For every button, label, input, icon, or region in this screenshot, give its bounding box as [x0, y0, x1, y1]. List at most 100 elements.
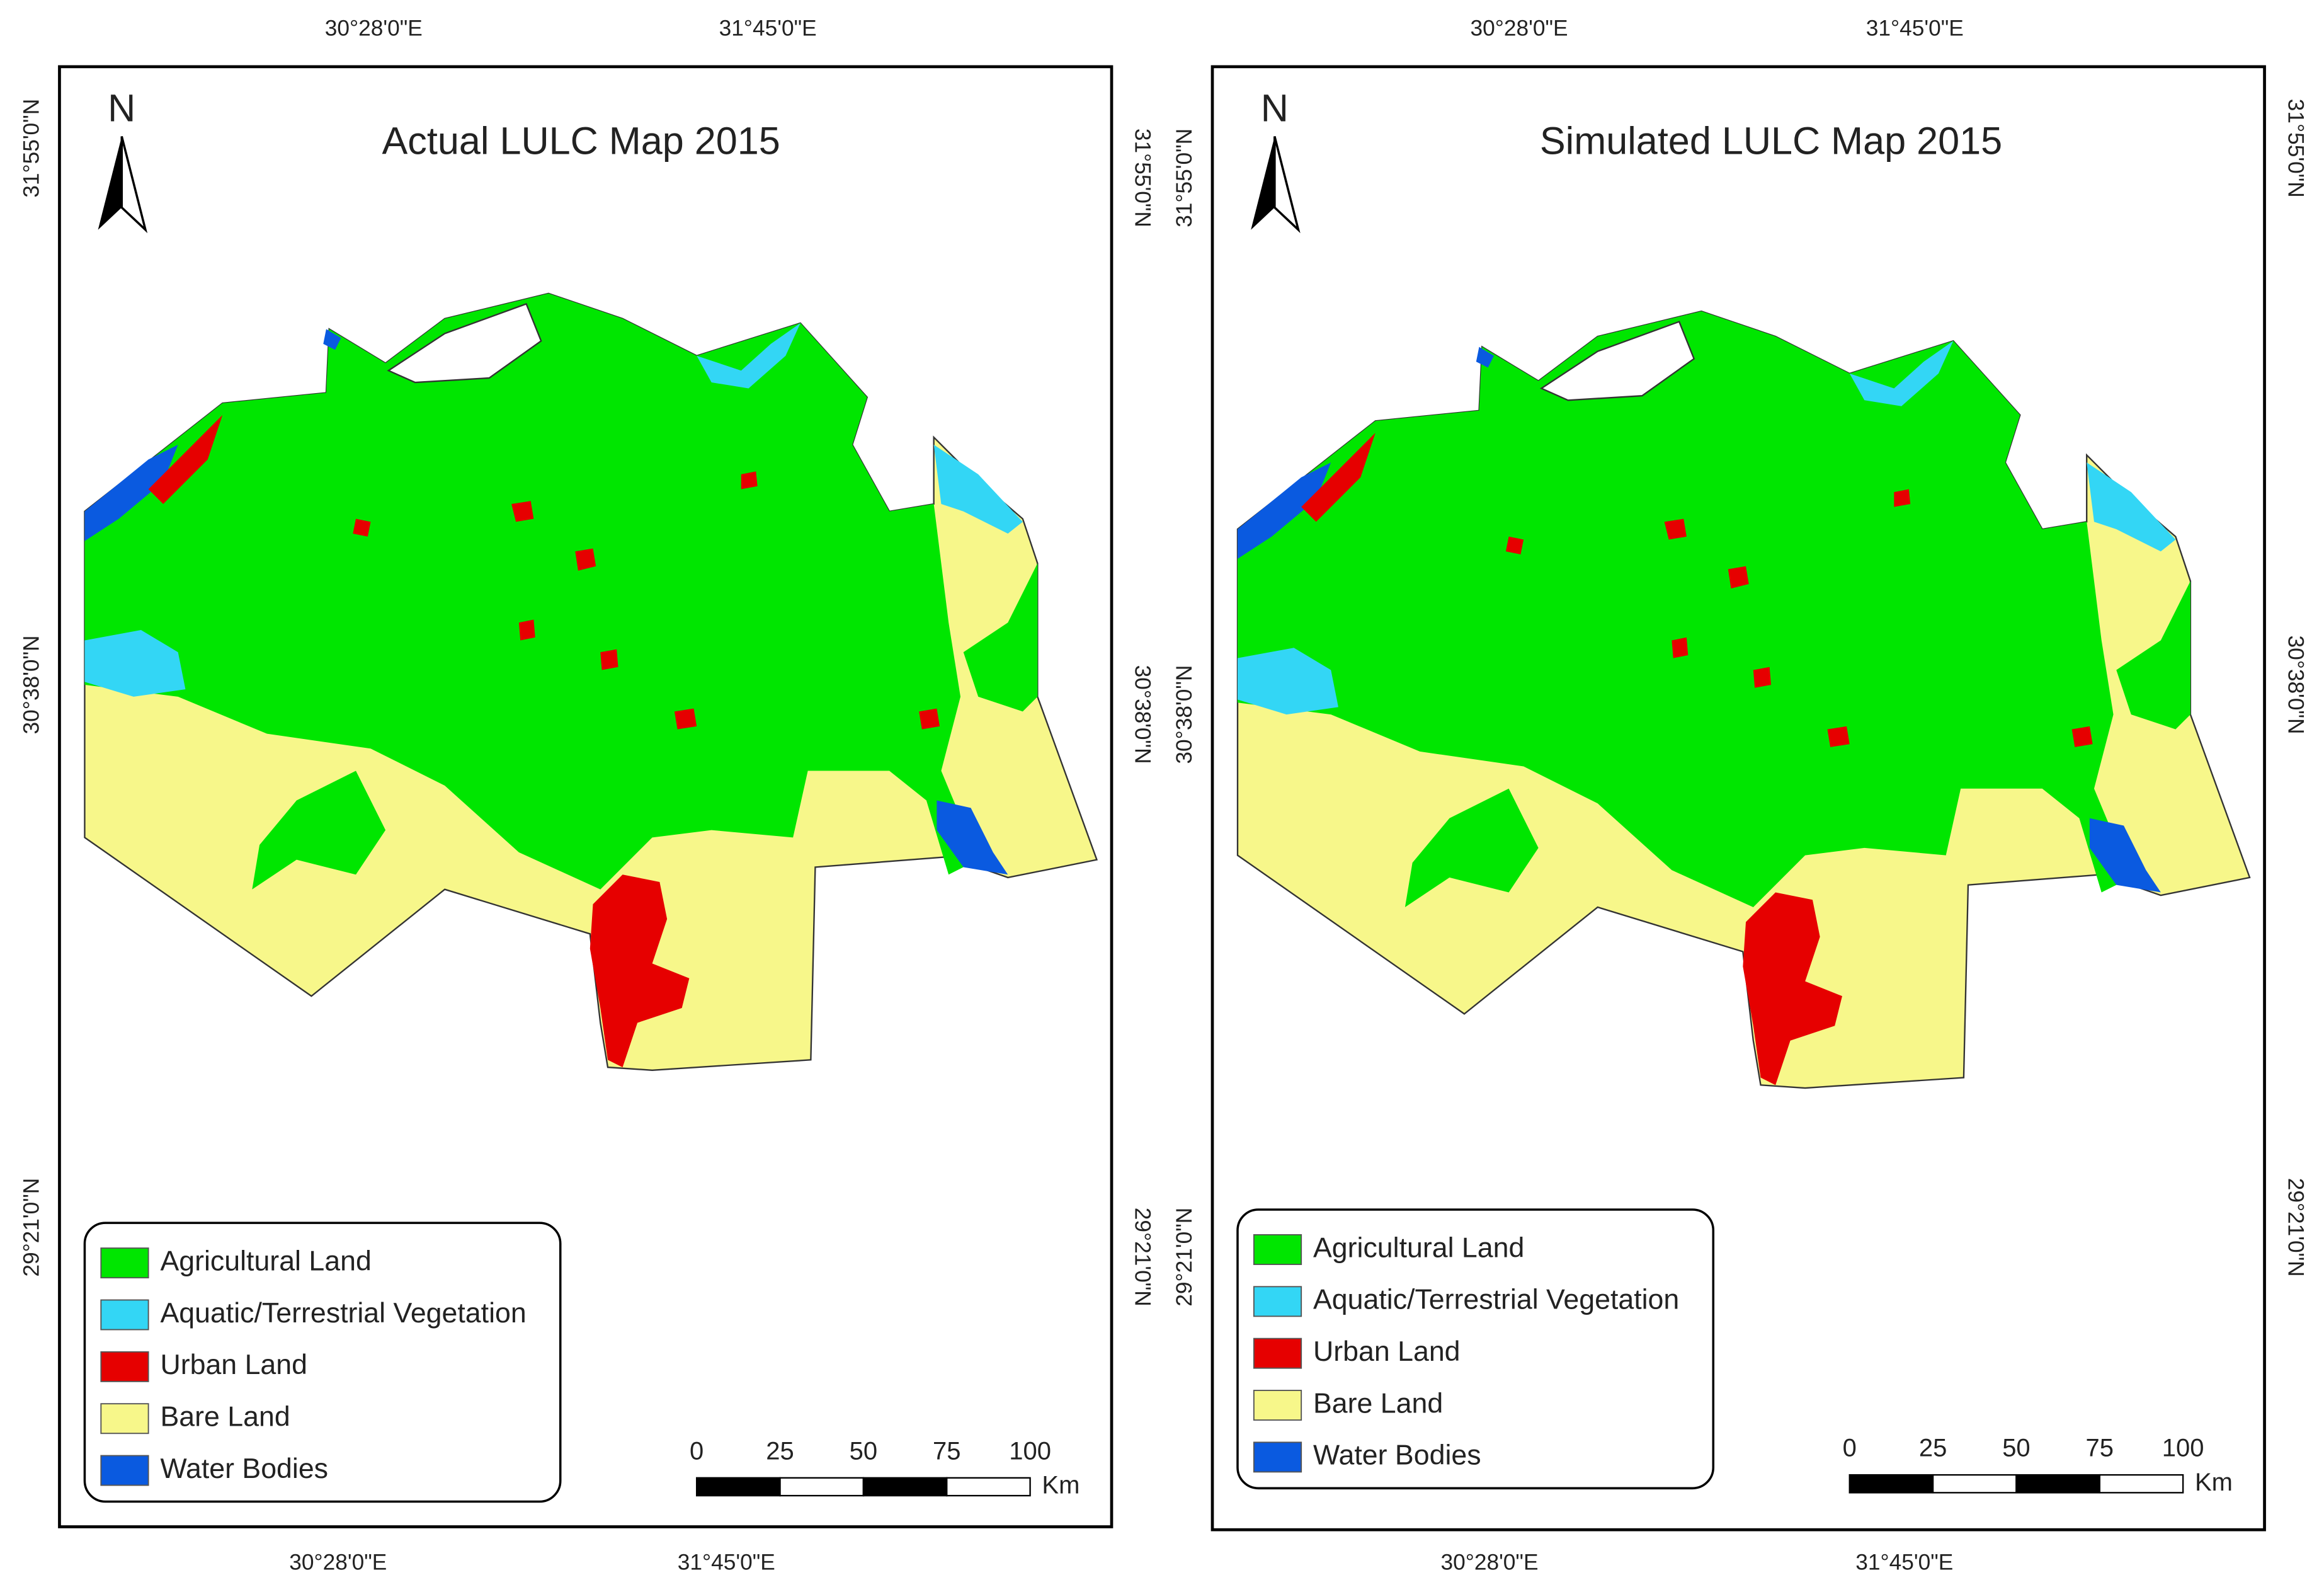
land-class — [741, 471, 758, 490]
legend-label: Water Bodies — [160, 1453, 328, 1484]
land-class — [1849, 341, 1954, 406]
scale-label: 75 — [933, 1437, 960, 1465]
coord-label: 31°45'0"E — [1855, 1550, 1953, 1575]
land-class — [511, 501, 534, 522]
coord-label: 30°28'0"E — [325, 16, 423, 40]
scale-label: 25 — [1919, 1435, 1947, 1462]
scale-segment — [1848, 1474, 1934, 1494]
land-class — [1301, 433, 1376, 522]
scale-segment — [1932, 1474, 2017, 1494]
map-frame — [1210, 65, 2266, 1532]
coord-label: 29°21'0"N — [2283, 1178, 2308, 1277]
legend-swatch — [100, 1455, 149, 1486]
scale-unit: Km — [2195, 1469, 2233, 1496]
map-frame — [58, 65, 1114, 1528]
land-class — [919, 708, 940, 730]
legend-label: Aquatic/Terrestrial Vegetation — [1313, 1285, 1679, 1315]
legend-swatch — [100, 1351, 149, 1382]
coord-label: 30°38'0"N — [2283, 636, 2308, 735]
lulc-map — [84, 292, 1098, 1071]
scale-label: 100 — [1009, 1437, 1051, 1465]
coord-label: 31°55'0"N — [19, 99, 43, 198]
legend-label: Urban Land — [160, 1349, 307, 1380]
legend-label: Agricultural Land — [1313, 1232, 1524, 1263]
scale-segment — [2099, 1474, 2184, 1494]
north-arrow — [98, 136, 122, 230]
legend-label: Aquatic/Terrestrial Vegetation — [160, 1298, 526, 1329]
north-label: N — [1261, 87, 1289, 130]
coord-label: 31°45'0"E — [1866, 16, 1964, 40]
legend-swatch — [1253, 1286, 1302, 1317]
legend-label: Bare Land — [1313, 1388, 1443, 1419]
legend-label: Agricultural Land — [160, 1246, 371, 1276]
land-class — [84, 293, 979, 890]
land-class — [1476, 346, 1495, 368]
land-class — [1672, 637, 1689, 658]
land-class — [2089, 818, 2161, 893]
land-class — [2071, 726, 2093, 747]
coord-label: 30°38'0"N — [19, 636, 43, 735]
land-class — [575, 548, 596, 571]
land-class — [252, 770, 386, 890]
land-class — [1827, 726, 1850, 747]
land-class — [1728, 566, 1749, 589]
legend-swatch — [1253, 1441, 1302, 1473]
land-class — [1237, 648, 1338, 715]
coord-label: 30°38'0"N — [1131, 665, 1155, 764]
scale-segment — [779, 1477, 865, 1497]
land-class — [2116, 581, 2190, 730]
map-panel: Simulated LULC Map 2015 N 30°28'0"E 31°45'0… — [1172, 16, 2308, 1574]
coord-label: 30°28'0"E — [1471, 16, 1568, 40]
coord-label: 30°28'0"E — [289, 1550, 387, 1575]
coord-label: 31°55'0"N — [1172, 129, 1197, 227]
coord-label: 30°28'0"E — [1440, 1550, 1538, 1575]
scale-label: 50 — [850, 1437, 877, 1465]
map-panel: Actual LULC Map 2015 N 30°28'0"E 31°45'0"E 3… — [19, 16, 1154, 1574]
land-class — [353, 518, 371, 537]
land-class — [518, 619, 535, 641]
map-title: Actual LULC Map 2015 — [382, 119, 780, 162]
land-class — [148, 415, 223, 504]
land-class — [1505, 536, 1524, 554]
land-class — [600, 649, 618, 670]
coord-label: 31°55'0"N — [2283, 99, 2308, 198]
legend-label: Water Bodies — [1313, 1440, 1481, 1471]
scale-segment — [696, 1477, 781, 1497]
land-class — [1237, 462, 1331, 559]
scale-unit: Km — [1042, 1472, 1079, 1499]
land-class — [590, 874, 690, 1068]
legend-swatch — [1253, 1390, 1302, 1421]
legend-label: Urban Land — [1313, 1336, 1461, 1367]
map-title: Simulated LULC Map 2015 — [1540, 119, 2002, 162]
land-class — [1404, 788, 1539, 907]
lake — [387, 302, 542, 384]
scale-label: 0 — [690, 1437, 703, 1465]
coord-label: 30°38'0"N — [1172, 665, 1197, 764]
legend-box — [1236, 1208, 1715, 1490]
scale-segment — [2015, 1474, 2100, 1494]
land-class — [1894, 489, 1911, 507]
legend-swatch — [100, 1403, 149, 1435]
land-class — [1664, 518, 1687, 540]
legend-label: Bare Land — [160, 1402, 290, 1433]
scale-label: 50 — [2002, 1435, 2030, 1462]
land-class — [2087, 462, 2176, 552]
scale-label: 100 — [2162, 1435, 2204, 1462]
scale-segment — [946, 1477, 1031, 1497]
land-class — [933, 444, 1023, 534]
coord-label: 31°55'0"N — [1131, 129, 1155, 227]
coord-label: 29°21'0"N — [1131, 1208, 1155, 1307]
coord-label: 29°21'0"N — [19, 1178, 43, 1277]
lulc-map — [1236, 310, 2251, 1089]
legend-swatch — [1253, 1234, 1302, 1265]
scale-segment — [862, 1477, 948, 1497]
land-class — [937, 800, 1008, 875]
scale-label: 0 — [1843, 1435, 1857, 1462]
land-class — [697, 323, 800, 389]
land-class — [1743, 892, 1842, 1085]
legend-box — [83, 1222, 562, 1503]
land-class — [1237, 311, 2131, 907]
north-arrow — [1251, 136, 1275, 230]
